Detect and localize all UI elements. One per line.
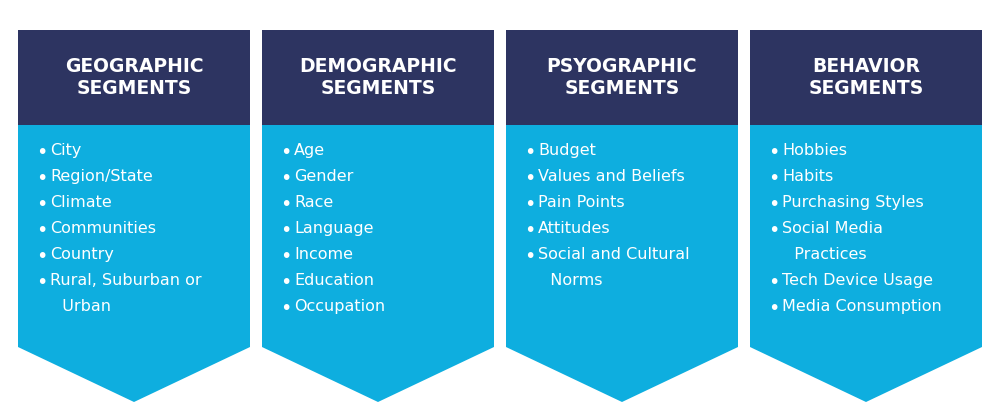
Text: Rural, Suburban or: Rural, Suburban or	[50, 273, 202, 288]
Text: Practices: Practices	[784, 247, 867, 262]
Text: Values and Beliefs: Values and Beliefs	[538, 169, 685, 184]
Text: Country: Country	[50, 247, 114, 262]
Bar	[262, 125, 494, 347]
Text: Norms: Norms	[540, 273, 602, 288]
Text: Gender: Gender	[294, 169, 353, 184]
Text: Region/State: Region/State	[50, 169, 153, 184]
Bar	[750, 30, 982, 125]
Text: •: •	[524, 169, 535, 188]
Text: Budget: Budget	[538, 143, 596, 158]
Text: •: •	[36, 195, 47, 214]
Text: •: •	[36, 169, 47, 188]
Text: Pain Points: Pain Points	[538, 195, 625, 210]
Text: •: •	[524, 195, 535, 214]
Text: •: •	[768, 221, 779, 240]
Text: Communities: Communities	[50, 221, 156, 236]
Text: Social and Cultural: Social and Cultural	[538, 247, 690, 262]
Text: •: •	[280, 143, 291, 162]
Polygon shape	[18, 347, 250, 402]
Text: •: •	[280, 299, 291, 318]
Text: Attitudes: Attitudes	[538, 221, 611, 236]
Text: DEMOGRAPHIC
SEGMENTS: DEMOGRAPHIC SEGMENTS	[299, 58, 457, 98]
Text: Age: Age	[294, 143, 325, 158]
Bar	[506, 125, 738, 347]
Text: Purchasing Styles: Purchasing Styles	[782, 195, 924, 210]
Text: •: •	[524, 143, 535, 162]
Text: •: •	[36, 273, 47, 292]
Polygon shape	[750, 347, 982, 402]
Text: Occupation: Occupation	[294, 299, 385, 314]
Text: •: •	[36, 247, 47, 266]
Text: •: •	[768, 299, 779, 318]
Bar	[18, 125, 250, 347]
Text: •: •	[768, 169, 779, 188]
Text: Language: Language	[294, 221, 374, 236]
Text: Media Consumption: Media Consumption	[782, 299, 942, 314]
Text: •: •	[768, 143, 779, 162]
Text: •: •	[280, 169, 291, 188]
Bar	[506, 30, 738, 125]
Text: •: •	[280, 247, 291, 266]
Text: GEOGRAPHIC
SEGMENTS: GEOGRAPHIC SEGMENTS	[65, 58, 203, 98]
Bar	[750, 125, 982, 347]
Text: BEHAVIOR
SEGMENTS: BEHAVIOR SEGMENTS	[808, 58, 924, 98]
Text: •: •	[524, 221, 535, 240]
Text: Habits: Habits	[782, 169, 833, 184]
Text: Social Media: Social Media	[782, 221, 883, 236]
Text: Urban: Urban	[52, 299, 111, 314]
Polygon shape	[506, 347, 738, 402]
Text: •: •	[36, 221, 47, 240]
Text: •: •	[280, 273, 291, 292]
Text: Hobbies: Hobbies	[782, 143, 847, 158]
Bar	[18, 30, 250, 125]
Text: PSYOGRAPHIC
SEGMENTS: PSYOGRAPHIC SEGMENTS	[547, 58, 697, 98]
Text: Race: Race	[294, 195, 333, 210]
Text: •: •	[524, 247, 535, 266]
Text: Climate: Climate	[50, 195, 112, 210]
Text: •: •	[768, 273, 779, 292]
Text: •: •	[280, 221, 291, 240]
Text: •: •	[36, 143, 47, 162]
Text: Education: Education	[294, 273, 374, 288]
Polygon shape	[262, 347, 494, 402]
Bar	[262, 30, 494, 125]
Text: •: •	[280, 195, 291, 214]
Text: Income: Income	[294, 247, 353, 262]
Text: Tech Device Usage: Tech Device Usage	[782, 273, 933, 288]
Text: City: City	[50, 143, 81, 158]
Text: •: •	[768, 195, 779, 214]
